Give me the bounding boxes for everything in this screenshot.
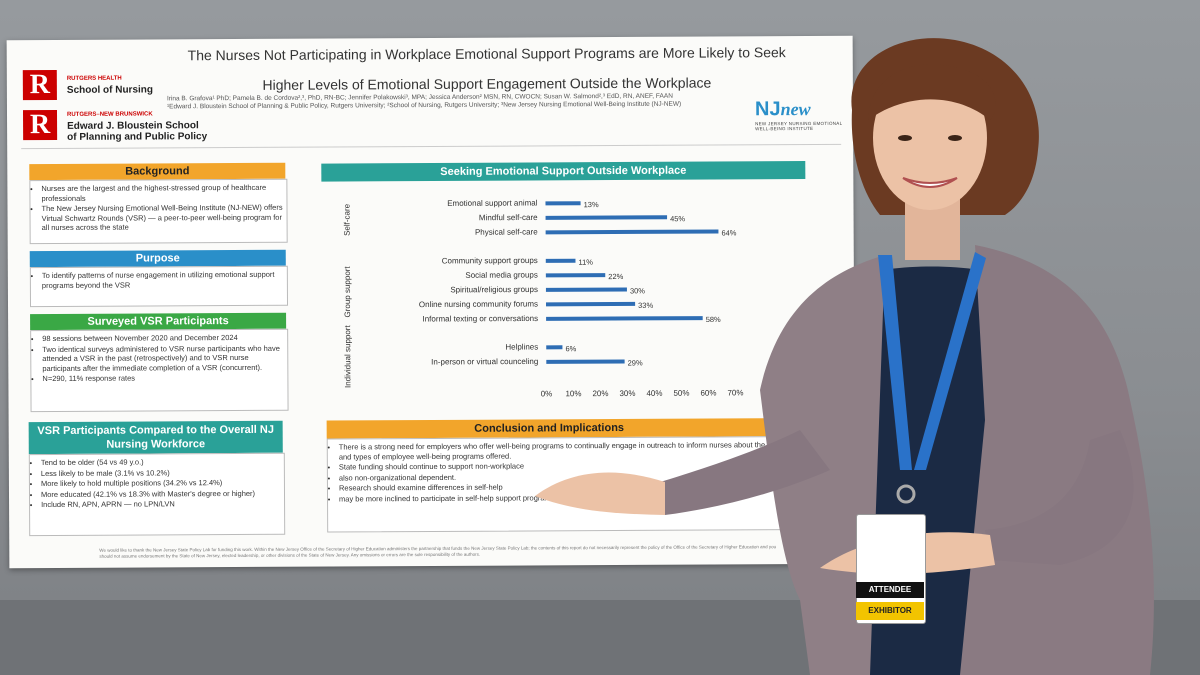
bar [545,273,606,278]
lanyard-left-strap [878,255,912,470]
bar [545,229,719,235]
x-tick-label: 20% [592,389,608,398]
category-label: Helplines [505,342,538,351]
group-label: Group support [343,266,352,318]
lanyard-clip [896,484,916,504]
bar [545,215,668,220]
category-label: Informal texting or conversations [422,314,538,324]
jacket-right-shape [960,245,1154,675]
data-label: 13% [584,200,599,209]
right-arm-shape [985,430,1134,565]
data-label: 6% [565,344,576,353]
category-label: In-person or virtual counceling [431,357,538,367]
group-label: Self-care [342,203,351,236]
hair-fringe-shape [868,64,996,120]
right-eye [948,135,962,141]
bar [546,316,703,321]
left-hand-shape [535,472,665,515]
data-label: 22% [608,272,623,281]
badge-attendee-label: ATTENDEE [856,582,924,598]
bar-chart: Emotional support animal 13% Mindful self-… [342,198,743,398]
bar [546,359,625,364]
x-tick-label: 30% [619,389,635,398]
left-eye [898,135,912,141]
category-label: Physical self-care [475,227,538,236]
category-label: Community support groups [442,256,538,266]
category-label: Spiritual/religious groups [450,285,538,294]
data-label: 45% [670,214,685,223]
group-label: Individual support [343,325,352,389]
x-tick-label: 0% [541,389,553,398]
x-tick-label: 70% [727,388,743,397]
data-label: 64% [721,228,736,237]
bar [545,258,576,263]
x-tick-label: 50% [673,389,689,398]
data-label: 58% [706,315,721,324]
smile-shape [902,177,958,188]
data-label: 30% [630,286,645,295]
x-tick-label: 40% [646,389,662,398]
bar [546,301,636,307]
bar [545,287,627,292]
category-label: Emotional support animal [447,198,538,207]
data-label: 29% [628,358,643,367]
category-label: Online nursing community forums [419,299,538,309]
category-label: Mindful self-care [479,213,538,222]
badge-exhibitor-label: EXHIBITOR [856,602,924,620]
data-label: 33% [638,301,653,310]
bar [546,345,563,350]
left-arm-shape [660,430,830,515]
bar [545,201,581,206]
lanyard-right-strap [914,252,986,470]
data-label: 11% [578,258,593,267]
research-poster: The Nurses Not Participating in Workplac… [6,35,856,569]
x-tick-label: 10% [565,389,581,398]
category-label: Social media groups [465,270,538,279]
x-tick-label: 60% [700,389,716,398]
